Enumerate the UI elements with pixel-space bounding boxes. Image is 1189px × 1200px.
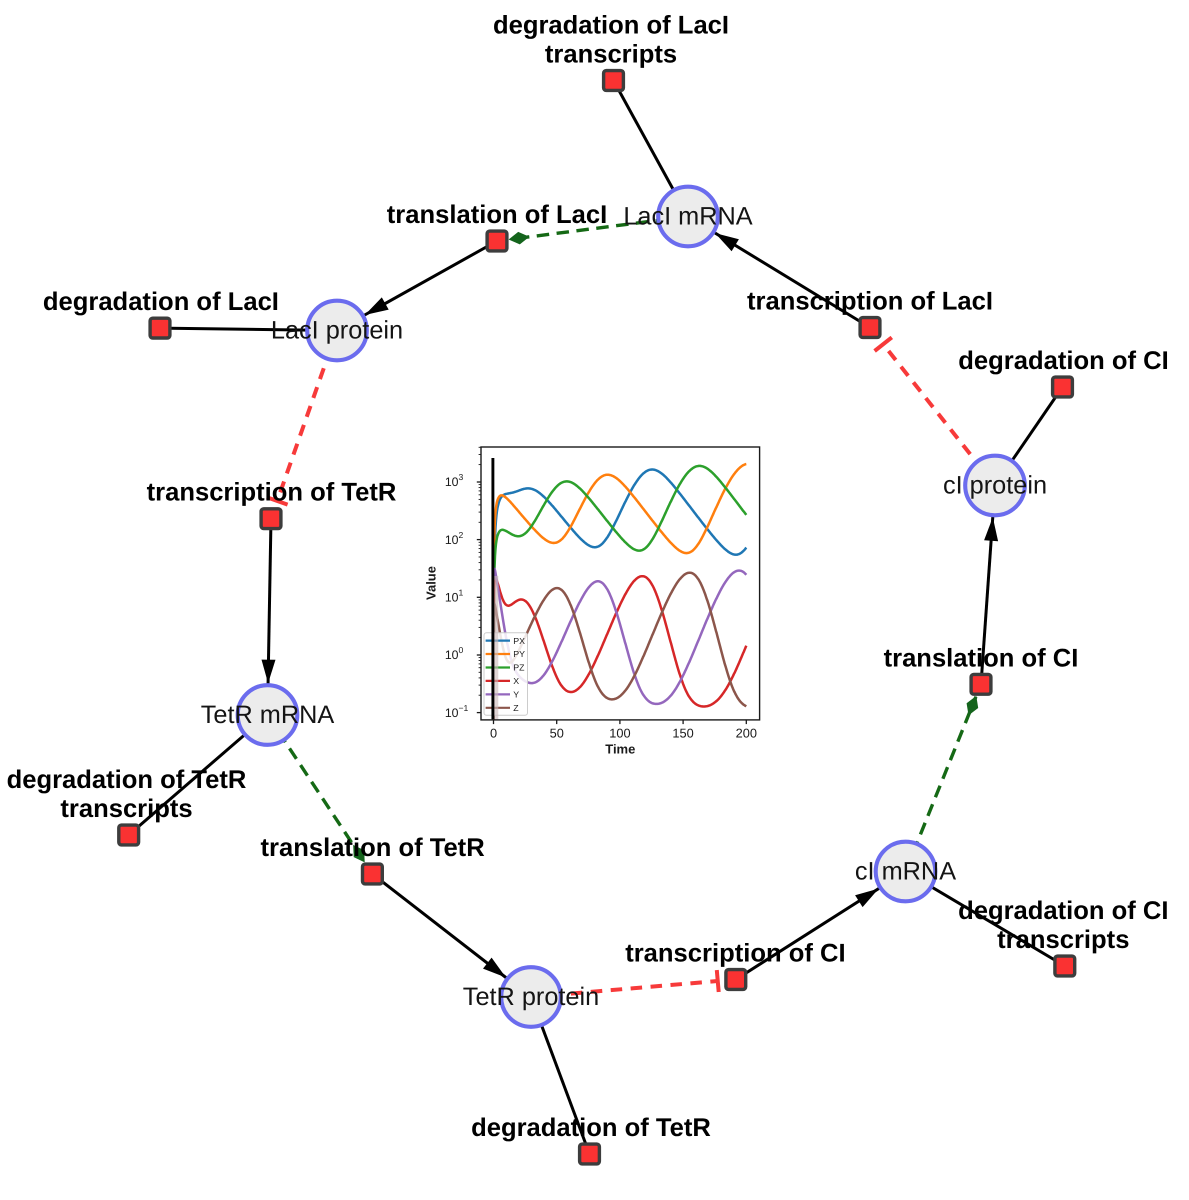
svg-text:transcription of CI: transcription of CI bbox=[625, 940, 845, 968]
svg-text:Z: Z bbox=[513, 703, 519, 713]
svg-text:3: 3 bbox=[459, 472, 464, 482]
svg-text:transcripts: transcripts bbox=[60, 795, 192, 823]
svg-text:cI mRNA: cI mRNA bbox=[855, 857, 956, 885]
svg-text:degradation of TetR: degradation of TetR bbox=[7, 766, 247, 794]
svg-text:transcription of LacI: transcription of LacI bbox=[747, 288, 993, 316]
svg-text:50: 50 bbox=[550, 725, 564, 740]
svg-text:10: 10 bbox=[445, 591, 459, 605]
svg-text:transcripts: transcripts bbox=[545, 41, 677, 69]
svg-text:transcripts: transcripts bbox=[997, 926, 1129, 954]
svg-text:200: 200 bbox=[736, 725, 757, 740]
svg-text:degradation of LacI: degradation of LacI bbox=[493, 12, 729, 40]
svg-text:translation of TetR: translation of TetR bbox=[261, 834, 485, 862]
svg-text:transcription of TetR: transcription of TetR bbox=[147, 479, 397, 507]
svg-text:100: 100 bbox=[609, 725, 630, 740]
svg-text:translation of LacI: translation of LacI bbox=[387, 201, 607, 229]
svg-text:translation of CI: translation of CI bbox=[884, 644, 1079, 672]
svg-text:TetR protein: TetR protein bbox=[463, 983, 599, 1011]
svg-text:2: 2 bbox=[459, 530, 464, 540]
svg-text:Value: Value bbox=[424, 566, 439, 600]
svg-text:degradation of CI: degradation of CI bbox=[958, 897, 1168, 925]
svg-text:PY: PY bbox=[513, 649, 525, 659]
svg-text:X: X bbox=[513, 676, 519, 686]
svg-text:PX: PX bbox=[513, 636, 525, 646]
svg-text:PZ: PZ bbox=[513, 663, 525, 673]
svg-text:degradation of LacI: degradation of LacI bbox=[43, 288, 279, 316]
svg-text:10: 10 bbox=[445, 706, 459, 720]
svg-text:degradation of TetR: degradation of TetR bbox=[471, 1114, 711, 1142]
svg-text:10: 10 bbox=[445, 533, 459, 547]
svg-text:0: 0 bbox=[490, 725, 497, 740]
svg-text:cI protein: cI protein bbox=[943, 471, 1047, 499]
svg-text:LacI protein: LacI protein bbox=[271, 316, 403, 344]
svg-text:Y: Y bbox=[513, 690, 519, 700]
svg-text:degradation of CI: degradation of CI bbox=[958, 347, 1168, 375]
svg-text:0: 0 bbox=[459, 645, 464, 655]
svg-text:150: 150 bbox=[672, 725, 693, 740]
svg-text:10: 10 bbox=[445, 475, 459, 489]
svg-text:10: 10 bbox=[445, 648, 459, 662]
svg-text:1: 1 bbox=[459, 588, 464, 598]
svg-text:Time: Time bbox=[605, 742, 635, 757]
svg-text:TetR mRNA: TetR mRNA bbox=[201, 701, 335, 729]
svg-text:LacI mRNA: LacI mRNA bbox=[623, 202, 752, 230]
svg-text:−1: −1 bbox=[459, 703, 469, 713]
